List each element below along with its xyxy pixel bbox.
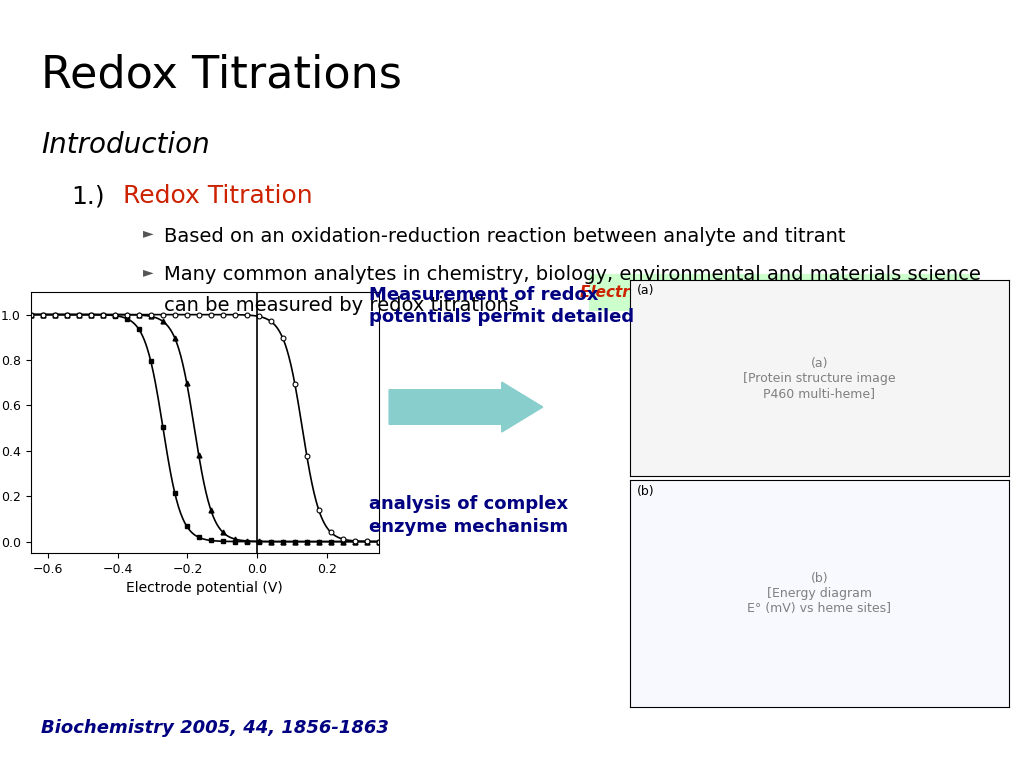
Text: analysis of complex
enzyme mechanism: analysis of complex enzyme mechanism: [369, 495, 567, 535]
Text: can be measured by redox titrations: can be measured by redox titrations: [164, 296, 519, 315]
Text: (a): (a): [637, 284, 654, 297]
Text: Redox Titrations: Redox Titrations: [41, 54, 401, 97]
Text: Redox Titration: Redox Titration: [123, 184, 312, 208]
Text: 1.): 1.): [72, 184, 105, 208]
Text: (b): (b): [637, 485, 655, 498]
Text: Measurement of redox
potentials permit detailed: Measurement of redox potentials permit d…: [369, 286, 634, 326]
Text: (b)
[Energy diagram
E° (mV) vs heme sites]: (b) [Energy diagram E° (mV) vs heme site…: [748, 572, 891, 614]
Text: ►: ►: [143, 265, 154, 279]
Text: Electron path in multi-heme active site of P460: Electron path in multi-heme active site …: [581, 285, 986, 300]
Text: Biochemistry 2005, 44, 1856-1863: Biochemistry 2005, 44, 1856-1863: [41, 720, 389, 737]
Text: (a)
[Protein structure image
P460 multi-heme]: (a) [Protein structure image P460 multi-…: [742, 357, 896, 399]
Text: Many common analytes in chemistry, biology, environmental and materials science: Many common analytes in chemistry, biolo…: [164, 265, 981, 284]
Text: Introduction: Introduction: [41, 131, 210, 158]
X-axis label: Electrode potential (V): Electrode potential (V): [126, 581, 284, 595]
Text: ►: ►: [143, 227, 154, 240]
Text: Based on an oxidation-reduction reaction between analyte and titrant: Based on an oxidation-reduction reaction…: [164, 227, 846, 246]
